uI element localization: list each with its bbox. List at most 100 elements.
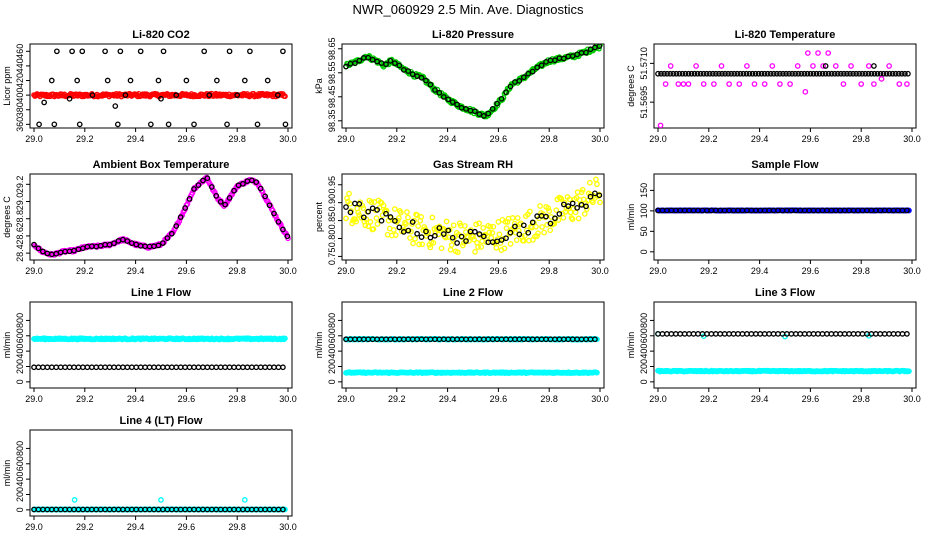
data-point [415,223,421,229]
y-tick-label: 29.0 [15,193,25,211]
data-point [777,81,783,87]
data-point [846,331,852,337]
data-point [405,68,412,74]
data-point [798,70,805,77]
data-point [761,331,768,337]
data-point [509,215,516,221]
data-point [224,121,230,128]
x-tick-label: 29.0 [25,522,43,532]
x-tick-label: 29.8 [540,134,558,144]
data-point [383,207,390,214]
data-point [881,331,888,337]
data-point [514,215,521,221]
data-point [574,204,580,211]
data-point [191,121,197,128]
data-point [579,186,586,193]
data-point [828,70,835,77]
data-point [380,202,387,209]
data-point [815,50,821,56]
data-point [165,121,172,128]
data-point [398,209,404,216]
data-point [48,77,55,84]
data-point [40,364,46,371]
data-point [569,200,576,207]
plot-frame [29,43,293,129]
data-point [356,201,363,207]
data-point [195,182,202,188]
x-tick-label: 29.8 [540,266,558,276]
data-point [597,199,603,206]
data-point [664,331,670,337]
data-point [695,331,701,337]
data-point [186,364,193,371]
series-group [655,207,912,214]
data-point [124,364,131,371]
chart-panel-6: Sample Flow 29.0 29.2 29.4 29.6 29.8 30.0 0 50 10… [626,159,921,276]
data-point [668,331,675,337]
data-point [726,81,732,87]
data-point [66,95,73,102]
data-point [115,364,122,371]
data-point [906,368,912,375]
x-tick-label: 30.0 [591,266,609,276]
data-point [195,364,202,371]
data-point [801,70,808,77]
chart-title: Line 4 (LT) Flow [120,415,203,427]
data-point [231,187,237,194]
chart-panel-10: Line 4 (LT) Flow 29.0 29.2 29.4 29.6 29.8 30.0… [2,415,297,532]
data-point [158,95,164,102]
data-point [387,58,394,64]
y-tick-label: 0.95 [327,176,337,194]
data-point [587,46,594,53]
data-point [448,242,455,248]
series [657,50,910,128]
y-tick-label: 0 [639,249,649,254]
y-tick-label: 0.85 [327,212,337,230]
data-point [847,70,853,77]
data-point [112,103,119,109]
data-point [494,100,500,107]
data-point [498,95,505,102]
data-point [127,77,134,84]
data-point [436,225,443,231]
data-point [407,235,413,241]
data-point [447,246,454,253]
data-point [280,506,286,513]
data-point [93,364,100,371]
plot-frame [341,301,605,389]
data-point [797,331,804,337]
chart-panel-8: Line 2 Flow 29.0 29.2 29.4 29.6 29.8 30.0 0 2004… [314,287,609,404]
data-point [769,63,776,69]
data-point [848,63,854,69]
y-tick-label: 0.75 [327,248,337,266]
data-point [483,239,490,246]
data-point [80,364,86,371]
data-point [432,87,438,93]
data-point [200,177,206,184]
data-point [806,331,812,337]
data-point [164,235,171,241]
data-point [855,331,861,337]
data-point [217,198,224,205]
y-tick-label: 150 [639,183,649,198]
plot-frame [29,173,293,261]
y-tick-label: 800 [327,313,337,328]
x-tick-label: 29.0 [25,394,43,404]
data-point [147,121,154,128]
data-point [520,74,527,81]
x-tick-label: 29.4 [751,134,769,144]
chart-title: Ambient Box Temperature [93,159,230,171]
data-point [902,70,908,77]
data-point [672,331,679,337]
y-tick-label: 100 [639,203,649,218]
data-point [160,240,166,246]
data-point [545,205,552,211]
data-point [137,364,144,371]
y-axis-label: Licor ppm [2,66,12,106]
data-point [770,331,777,337]
x-tick-label: 29.4 [751,394,769,404]
data-point [408,228,414,235]
data-point [877,331,884,337]
x-tick-label: 29.0 [25,266,43,276]
